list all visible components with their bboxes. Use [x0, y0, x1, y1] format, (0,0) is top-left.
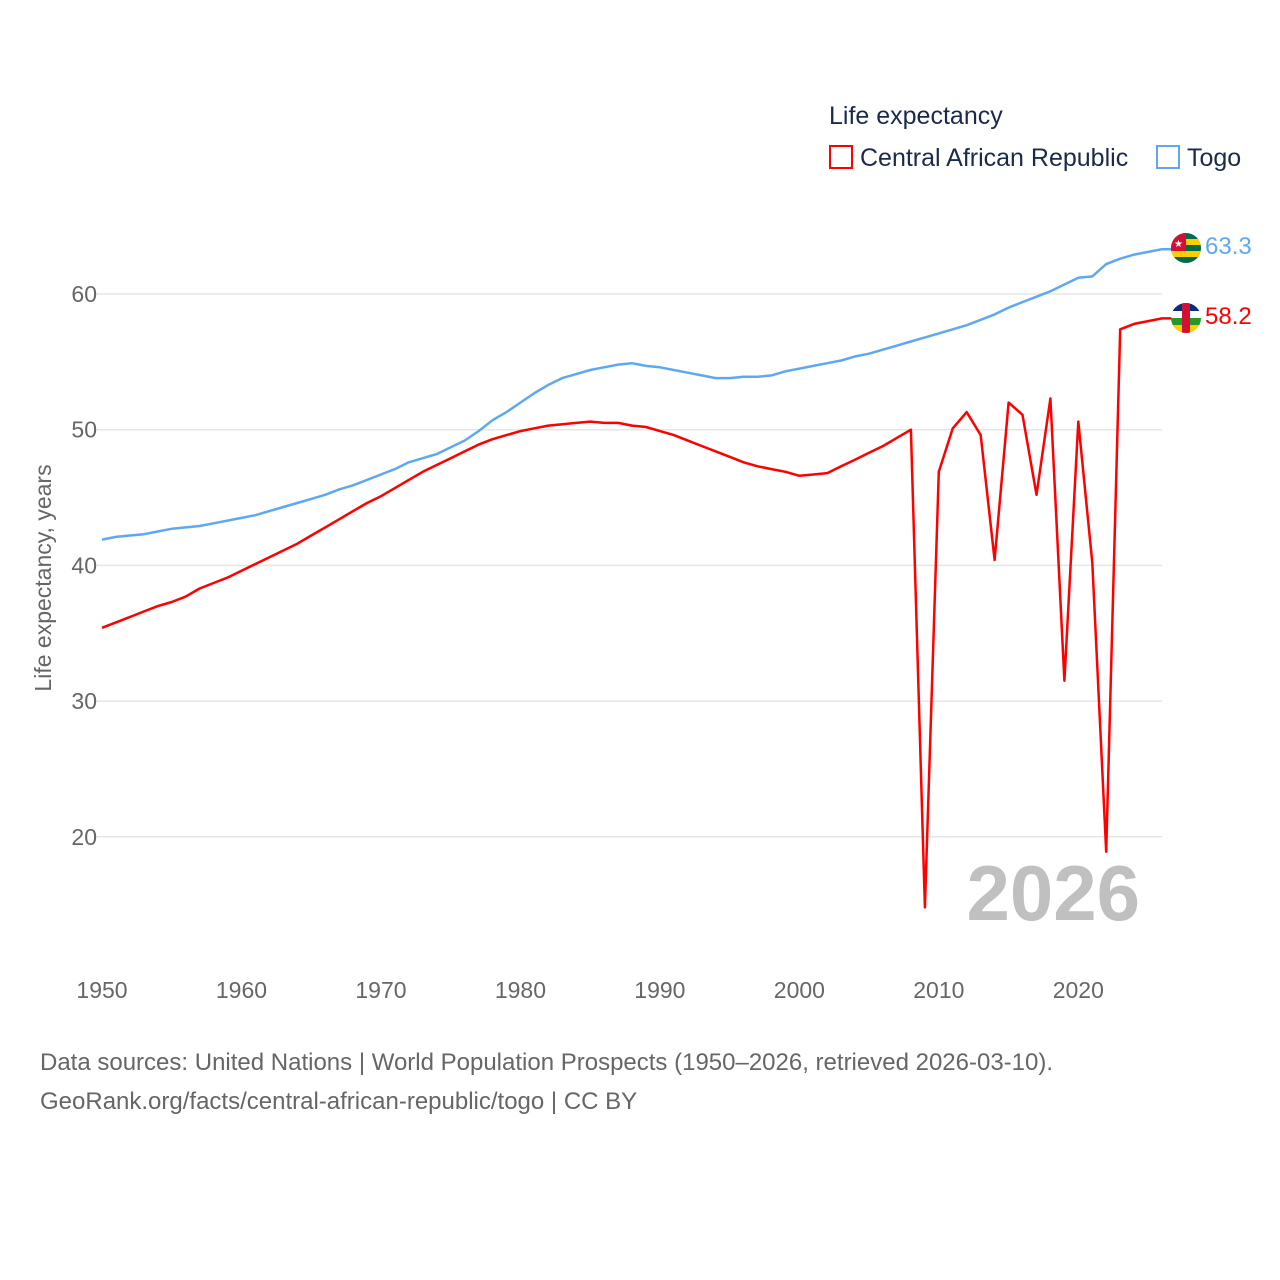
x-tick-label: 1960 — [216, 977, 267, 1003]
footer: Data sources: United Nations | World Pop… — [40, 1043, 1053, 1121]
source-link[interactable]: GeoRank.org/facts/central-african-republ… — [40, 1088, 638, 1115]
current-year-watermark: 2026 — [966, 849, 1140, 937]
svg-text:★: ★ — [1174, 239, 1183, 250]
series-line-togo — [101, 247, 1172, 541]
x-tick-label: 1990 — [634, 977, 685, 1003]
x-tick-label: 2010 — [913, 977, 964, 1003]
y-tick-label: 30 — [71, 688, 97, 714]
legend-label-central-african-republic: Central African Republic — [860, 144, 1128, 172]
x-tick-label: 1970 — [355, 977, 406, 1003]
legend-item-togo[interactable]: Togo — [1156, 144, 1241, 172]
data-sources-note: Data sources: United Nations | World Pop… — [40, 1049, 1054, 1076]
x-tick-label: 1980 — [495, 977, 546, 1003]
legend-label-togo: Togo — [1187, 144, 1241, 172]
legend-swatch-togo — [1156, 145, 1180, 169]
central-african-republic-flag-icon — [1171, 303, 1201, 333]
y-tick-label: 20 — [71, 824, 97, 850]
legend-item-central-african-republic[interactable]: Central African Republic — [829, 144, 1128, 172]
legend-title: Life expectancy — [829, 102, 1003, 130]
y-axis-label: Life expectancy, years — [30, 464, 56, 691]
x-tick-label: 2000 — [774, 977, 825, 1003]
y-tick-label: 60 — [71, 281, 97, 307]
x-tick-label: 1950 — [76, 977, 127, 1003]
x-tick-label: 2020 — [1053, 977, 1104, 1003]
y-tick-label: 40 — [71, 552, 97, 578]
legend-swatch-central-african-republic — [829, 145, 853, 169]
end-label-togo: 63.3 — [1205, 233, 1252, 260]
series-line-central-african-republic — [101, 317, 1172, 909]
end-label-central-african-republic: 58.2 — [1205, 303, 1252, 330]
y-tick-label: 50 — [71, 417, 97, 443]
togo-flag-icon: ★ — [1171, 233, 1201, 263]
